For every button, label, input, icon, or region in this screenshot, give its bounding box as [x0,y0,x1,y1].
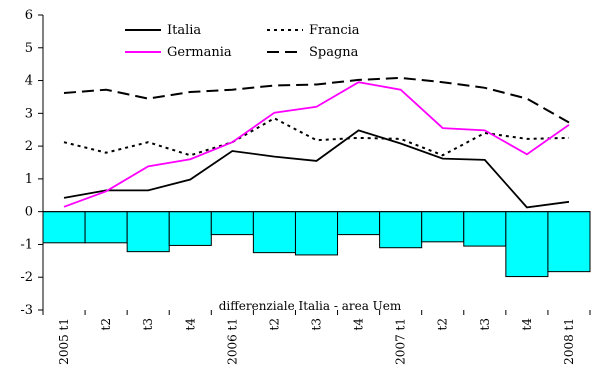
y-tick-label: 5 [25,41,33,56]
bar-6 [294,211,339,256]
legend-label-italia: Italia [167,23,201,38]
legend-label-spagna: Spagna [309,45,359,60]
bar-annotation: differenziale Italia - area Uem [219,299,402,313]
bar-9 [421,211,465,243]
x-tick-label: t3 [310,318,324,330]
x-tick-label: 2006 t1 [225,318,239,365]
legend: Italia Francia Germania Spagna [125,23,360,60]
series-line-germania [63,81,570,208]
series-line-italia [63,129,570,209]
series-line-francia [63,117,570,157]
x-tick-label: t2 [99,318,113,330]
x-tick-label: t4 [520,318,534,331]
bars-layer [42,211,591,278]
x-tick-label: t3 [478,318,492,330]
bar-5 [252,211,296,254]
x-tick-label: t4 [183,318,197,331]
bar-10 [463,211,507,247]
x-tick-label: t4 [352,318,366,331]
bar-4 [210,211,254,236]
bar-8 [379,211,423,249]
x-tick-label: t3 [141,318,155,330]
x-tick-label: t2 [267,318,281,330]
y-tick-label: 0 [25,205,33,220]
y-tick-label: 3 [25,106,33,121]
legend-label-germania: Germania [167,45,232,60]
bar-2 [126,211,170,253]
bar-3 [168,211,212,246]
axes-layer: -3 -2 -1 0 1 2 3 4 5 6 2005 t1 t2 t3 t4 2006 t1 t2 t3 t4 2… [20,8,591,365]
x-tick-label: 2007 t1 [394,318,408,365]
y-tick-label: 4 [25,74,33,89]
y-tick-label: 2 [25,139,33,154]
x-tick-label: t2 [436,318,450,330]
bar-1 [84,211,128,244]
y-tick-label: 1 [25,172,33,187]
y-tick-label: 6 [25,8,33,23]
lines-layer [63,76,570,209]
legend-label-francia: Francia [309,23,360,38]
y-tick-label: -3 [20,303,33,318]
bar-12 [547,211,591,273]
y-tick-label: -1 [20,237,33,252]
x-tick-label: 2008 t1 [562,318,576,365]
bar-11 [505,211,549,278]
series-line-spagna [63,76,570,124]
bar-7 [337,211,381,236]
y-tick-label: -2 [20,270,33,285]
bar-0 [42,211,86,244]
x-tick-label: 2005 t1 [57,318,71,365]
